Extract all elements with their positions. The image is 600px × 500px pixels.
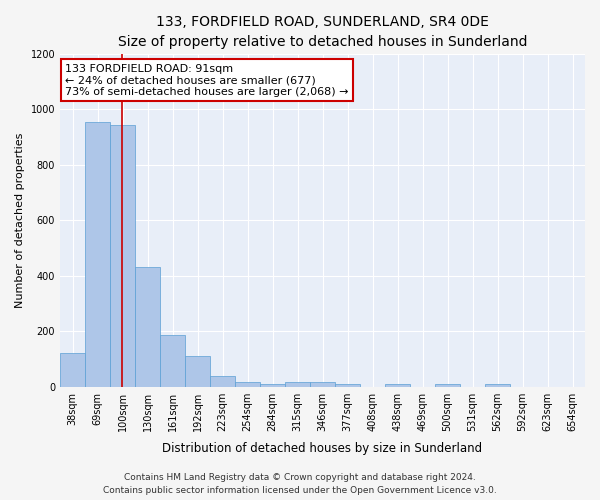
Bar [135,268,160,386]
Bar [210,376,235,386]
Bar [335,384,360,386]
Bar [60,354,85,386]
Bar [235,382,260,386]
X-axis label: Distribution of detached houses by size in Sunderland: Distribution of detached houses by size … [163,442,482,455]
Bar [385,384,410,386]
Text: 133 FORDFIELD ROAD: 91sqm
← 24% of detached houses are smaller (677)
73% of semi: 133 FORDFIELD ROAD: 91sqm ← 24% of detac… [65,64,349,97]
Bar [85,122,110,386]
Bar [435,384,460,386]
Bar [260,384,285,386]
Bar [160,336,185,386]
Y-axis label: Number of detached properties: Number of detached properties [15,132,25,308]
Bar [310,382,335,386]
Text: Contains HM Land Registry data © Crown copyright and database right 2024.
Contai: Contains HM Land Registry data © Crown c… [103,474,497,495]
Bar [485,384,510,386]
Title: 133, FORDFIELD ROAD, SUNDERLAND, SR4 0DE
Size of property relative to detached h: 133, FORDFIELD ROAD, SUNDERLAND, SR4 0DE… [118,15,527,48]
Bar [185,356,210,386]
Bar [110,124,135,386]
Bar [285,382,310,386]
